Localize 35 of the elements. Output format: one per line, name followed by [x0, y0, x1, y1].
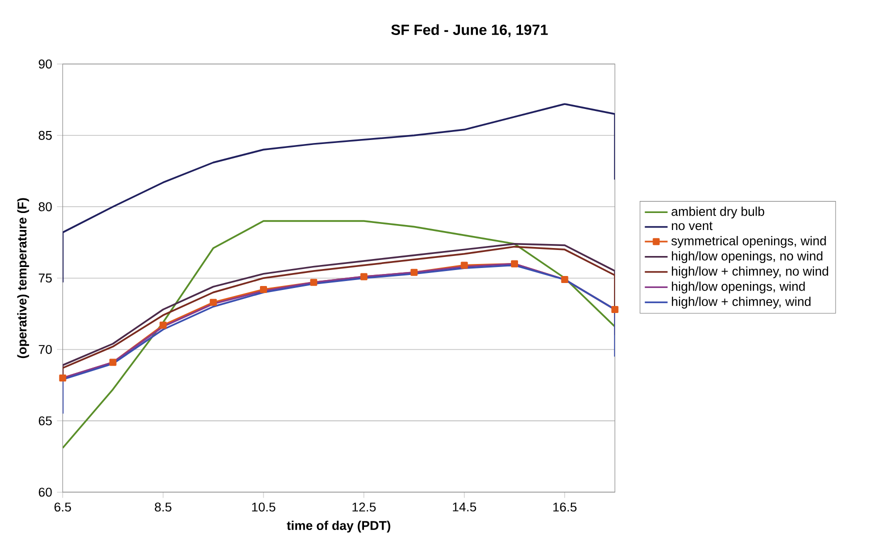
- x-tick-label: 12.5: [352, 502, 376, 512]
- point: [210, 299, 217, 306]
- point: [460, 262, 468, 270]
- point: [410, 269, 418, 276]
- y-tick-label: 90: [38, 60, 52, 69]
- y-tick-label: 75: [38, 274, 52, 283]
- y-tick-label: 65: [38, 416, 52, 426]
- point: [510, 260, 518, 268]
- legend-label: high/low openings, wind: [672, 282, 805, 294]
- x-axis-title: time of day (PDT): [286, 520, 390, 533]
- point: [160, 322, 167, 329]
- x-tick-label: 14.5: [452, 502, 476, 512]
- x-tick-label: 16.5: [553, 502, 577, 512]
- y-tick-label: 80: [38, 202, 52, 212]
- legend-label: high/low + chimney, no wind: [672, 266, 828, 278]
- x-tick-label: 8.5: [154, 502, 172, 512]
- legend-label: no vent: [672, 222, 713, 230]
- y-tick-label: 85: [38, 131, 52, 140]
- legend-label: symmetrical openings, wind: [671, 236, 826, 248]
- x-tick-label: 10.5: [252, 502, 276, 512]
- point: [109, 358, 116, 366]
- point: [59, 374, 66, 382]
- point: [260, 286, 268, 294]
- legend-label: ambient dry bulb: [672, 206, 764, 219]
- x-tick-label: 6.5: [54, 502, 71, 512]
- legend-label: high/low + chimney, wind: [672, 296, 810, 309]
- point: [360, 273, 368, 280]
- y-axis-title: (operative) temperature (F): [17, 198, 30, 358]
- chart-title: SF Fed - June 16, 1971: [391, 24, 548, 38]
- point: [310, 279, 318, 286]
- point: [561, 276, 568, 284]
- point: [611, 306, 618, 314]
- y-tick-label: 70: [38, 345, 52, 354]
- legend-label: high/low openings, no wind: [672, 251, 822, 264]
- y-tick-label: 60: [38, 488, 52, 497]
